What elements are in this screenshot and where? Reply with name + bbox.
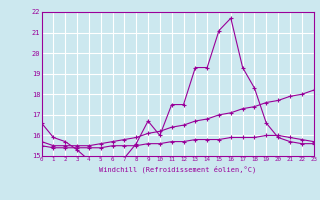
X-axis label: Windchill (Refroidissement éolien,°C): Windchill (Refroidissement éolien,°C) [99, 165, 256, 173]
